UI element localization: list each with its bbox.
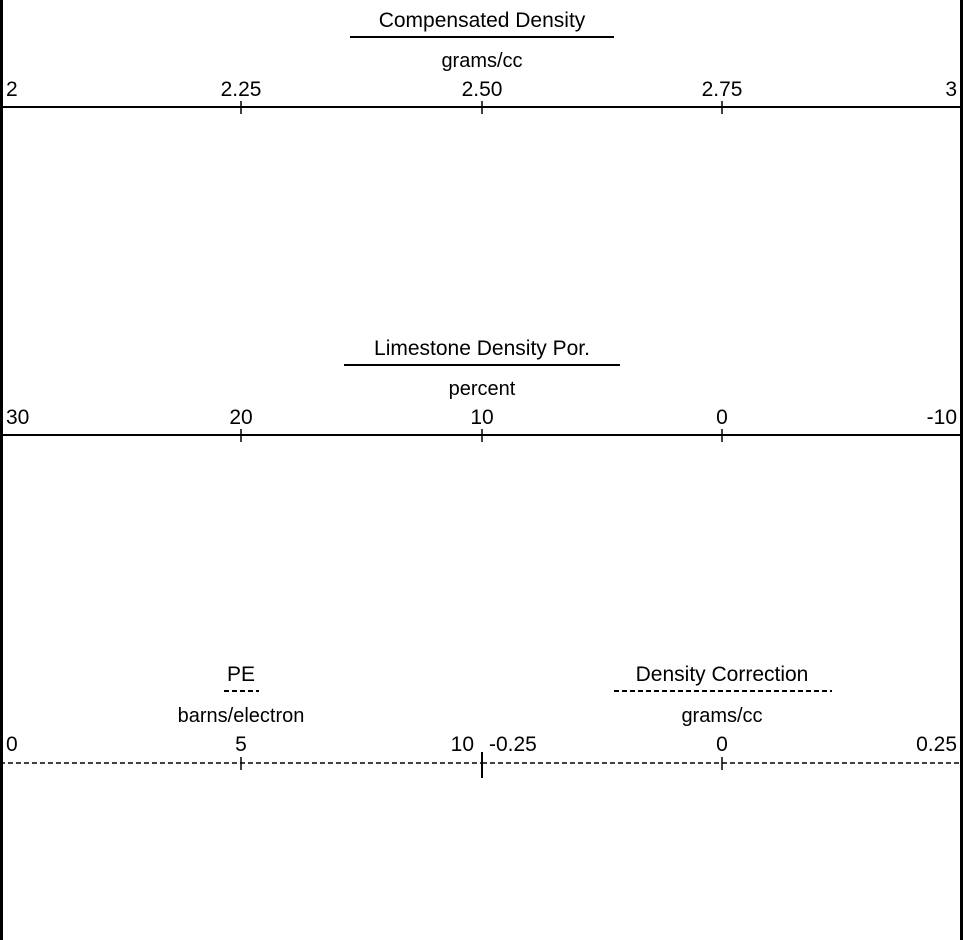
pe-unit: barns/electron	[178, 705, 305, 727]
pe-tick-label: 0	[6, 733, 18, 756]
track-left-border	[0, 0, 3, 940]
density-correction-tick-label: 0	[716, 733, 728, 756]
density-correction-scale: Density Correction grams/cc -0.25 0 0.25	[482, 663, 963, 770]
compensated-density-title: Compensated Density	[379, 9, 586, 32]
compensated-density-tick-label: 2	[6, 78, 18, 101]
compensated-density-tick-label: 2.25	[221, 78, 262, 101]
limestone-density-porosity-tick-label: 20	[229, 406, 252, 429]
compensated-density-tick-label: 3	[945, 78, 957, 101]
limestone-density-porosity-tick-label: 0	[716, 406, 728, 429]
limestone-density-porosity-tick-label: 10	[470, 406, 493, 429]
pe-title: PE	[227, 663, 255, 686]
density-correction-tick-label: 0.25	[916, 733, 957, 756]
limestone-density-porosity-title: Limestone Density Por.	[374, 337, 590, 360]
density-correction-unit: grams/cc	[681, 705, 762, 727]
density-correction-tick-label: -0.25	[489, 733, 537, 756]
limestone-density-porosity-scale: Limestone Density Por. percent 30 20 10 …	[0, 337, 963, 442]
limestone-density-porosity-tick-label: 30	[6, 406, 29, 429]
limestone-density-porosity-unit: percent	[449, 378, 516, 400]
track-right-border	[960, 0, 963, 940]
compensated-density-tick-label: 2.75	[702, 78, 743, 101]
limestone-density-porosity-tick-label: -10	[927, 406, 957, 429]
pe-tick-label: 10	[451, 733, 474, 756]
density-correction-title: Density Correction	[636, 663, 809, 686]
compensated-density-tick-label: 2.50	[462, 78, 503, 101]
compensated-density-unit: grams/cc	[441, 50, 522, 72]
pe-scale: PE barns/electron 0 5 10	[0, 663, 482, 770]
pe-tick-label: 5	[235, 733, 247, 756]
compensated-density-scale: Compensated Density grams/cc 2 2.25 2.50…	[0, 9, 963, 114]
